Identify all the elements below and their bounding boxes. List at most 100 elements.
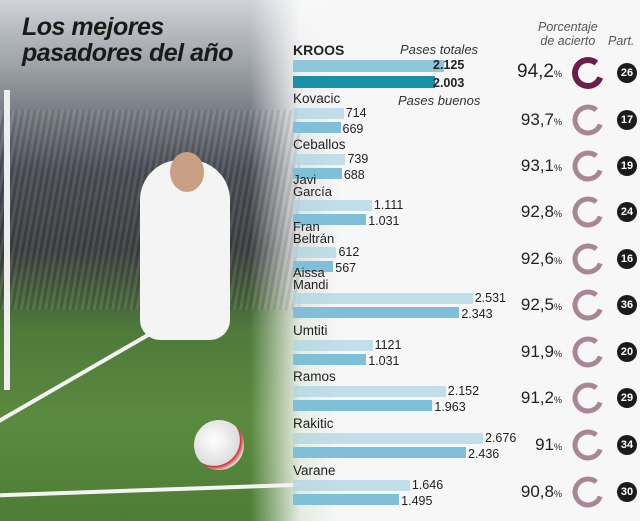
accuracy-percentage: 91,2% bbox=[492, 388, 562, 408]
ring-arc bbox=[572, 243, 604, 275]
matches-badge: 34 bbox=[617, 435, 637, 455]
header-matches: Part. bbox=[608, 34, 635, 48]
player-name: Umtiti bbox=[293, 323, 328, 338]
player-name: Varane bbox=[293, 463, 336, 478]
bar-total-passes bbox=[293, 108, 344, 119]
matches-badge: 19 bbox=[617, 156, 637, 176]
value-good-passes: 1.031 bbox=[368, 214, 400, 228]
percent-sign: % bbox=[553, 489, 562, 499]
bar-good-passes bbox=[293, 168, 342, 179]
value-good-passes: 669 bbox=[342, 122, 364, 136]
title-line-1: Los mejores bbox=[22, 13, 164, 41]
ring-arc bbox=[572, 382, 604, 414]
bar-total-passes bbox=[293, 293, 473, 304]
percent-sign: % bbox=[553, 395, 562, 405]
header-percentage-line-2: de acierto bbox=[540, 34, 596, 48]
percentage-value: 91,9 bbox=[520, 342, 554, 361]
percentage-value: 91 bbox=[535, 435, 554, 454]
value-total-passes: 1.111 bbox=[373, 198, 404, 212]
football bbox=[194, 420, 244, 470]
bar-total-passes bbox=[293, 200, 372, 211]
bar-good-passes bbox=[293, 122, 341, 133]
accuracy-percentage: 92,5% bbox=[492, 295, 562, 315]
bar-good-passes bbox=[293, 494, 400, 505]
value-total-passes: 2.125 bbox=[433, 58, 465, 72]
value-total-passes: 739 bbox=[347, 152, 369, 166]
bar-total-passes bbox=[293, 433, 483, 444]
value-total-passes: 2.152 bbox=[447, 384, 480, 398]
bar-good-passes bbox=[293, 447, 466, 458]
bar-good-passes bbox=[293, 354, 367, 365]
value-good-passes: 1.963 bbox=[434, 400, 466, 414]
ring-arc bbox=[572, 429, 604, 461]
accuracy-ring bbox=[572, 57, 604, 89]
value-good-passes: 688 bbox=[343, 168, 365, 182]
accuracy-ring bbox=[572, 150, 604, 182]
player-name: Fran Beltrán bbox=[293, 219, 335, 246]
accuracy-percentage: 91% bbox=[492, 435, 562, 455]
percent-sign: % bbox=[553, 442, 562, 452]
accuracy-ring bbox=[572, 336, 604, 368]
bar-good-passes bbox=[293, 307, 460, 318]
corner-flag-pole bbox=[4, 90, 10, 390]
player-name: Ramos bbox=[293, 369, 336, 384]
title-line-2: pasadores del año bbox=[22, 39, 234, 67]
percentage-value: 93,1 bbox=[520, 156, 554, 175]
percentage-value: 92,6 bbox=[520, 249, 554, 268]
percent-sign: % bbox=[553, 349, 562, 359]
percentage-value: 93,7 bbox=[520, 110, 554, 129]
value-total-passes: 612 bbox=[338, 245, 360, 259]
ring-arc bbox=[572, 196, 604, 228]
bar-total-passes bbox=[293, 154, 346, 165]
percentage-value: 92,5 bbox=[520, 295, 554, 314]
header-good-passes: Pases buenos bbox=[398, 93, 481, 108]
player-name: Javi García bbox=[293, 172, 333, 199]
header-total-passes: Pases totales bbox=[400, 42, 479, 57]
value-good-passes: 2.003 bbox=[433, 76, 465, 90]
player-name: Aissa Mandi bbox=[293, 265, 329, 292]
value-good-passes: 2.343 bbox=[461, 307, 493, 321]
matches-badge: 17 bbox=[617, 110, 637, 130]
matches-badge: 16 bbox=[617, 249, 637, 269]
value-good-passes: 1.495 bbox=[401, 494, 433, 508]
bar-total-passes bbox=[293, 386, 446, 397]
bar-total-passes bbox=[293, 247, 337, 258]
percent-sign: % bbox=[553, 163, 562, 173]
accuracy-ring bbox=[572, 243, 604, 275]
accuracy-percentage: 93,1% bbox=[492, 156, 562, 176]
accuracy-percentage: 92,6% bbox=[492, 249, 562, 269]
bar-good-passes bbox=[293, 261, 334, 272]
accuracy-ring bbox=[572, 429, 604, 461]
matches-badge: 20 bbox=[617, 342, 637, 362]
percentage-value: 90,8 bbox=[520, 482, 554, 501]
player-head bbox=[170, 152, 204, 192]
percent-sign: % bbox=[553, 302, 562, 312]
matches-badge: 29 bbox=[617, 388, 637, 408]
ring-arc bbox=[572, 336, 604, 368]
percentage-value: 92,8 bbox=[520, 202, 554, 221]
value-total-passes: 2.531 bbox=[474, 291, 506, 305]
player-name: Kovacic bbox=[293, 91, 341, 106]
accuracy-ring bbox=[572, 476, 604, 508]
value-total-passes: 1121 bbox=[374, 338, 402, 352]
matches-badge: 24 bbox=[617, 202, 637, 222]
value-good-passes: 2.436 bbox=[467, 447, 500, 461]
pitch-line bbox=[0, 482, 300, 498]
ring-arc bbox=[572, 150, 604, 182]
player-name: Ceballos bbox=[293, 137, 346, 152]
matches-badge: 36 bbox=[617, 295, 637, 315]
accuracy-percentage: 93,7% bbox=[492, 110, 562, 130]
bar-good-passes bbox=[293, 400, 433, 411]
header-percentage-line-1: Porcentaje bbox=[538, 20, 598, 34]
page-title: Los mejores pasadores del año bbox=[22, 13, 234, 67]
ring-arc bbox=[572, 476, 604, 508]
percent-sign: % bbox=[553, 69, 562, 79]
bar-good-passes bbox=[293, 76, 436, 88]
accuracy-percentage: 91,9% bbox=[492, 342, 562, 362]
value-total-passes: 2.676 bbox=[485, 431, 517, 445]
accuracy-ring bbox=[572, 289, 604, 321]
accuracy-ring bbox=[572, 382, 604, 414]
accuracy-ring bbox=[572, 196, 604, 228]
value-good-passes: 1.031 bbox=[368, 354, 400, 368]
accuracy-percentage: 94,2% bbox=[492, 61, 562, 83]
